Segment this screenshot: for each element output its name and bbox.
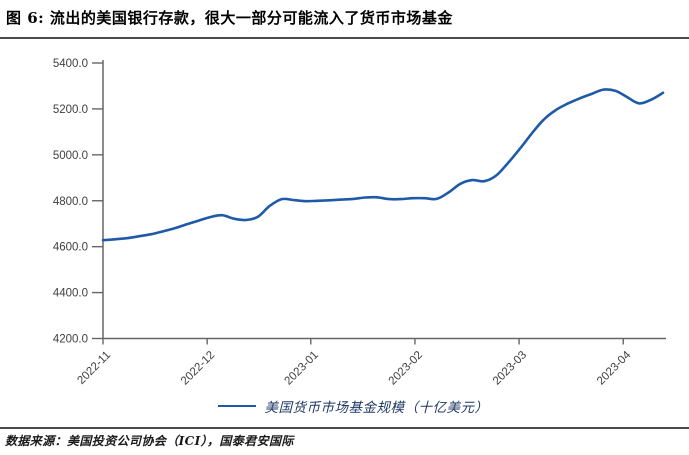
x-tick-label: 2022-11 <box>75 349 113 387</box>
x-tick-label: 2023-02 <box>387 349 425 387</box>
title-divider <box>0 37 689 39</box>
x-tick-label: 2023-01 <box>283 349 321 387</box>
y-tick-label: 5400.0 <box>53 58 88 70</box>
x-tick-label: 2023-03 <box>491 349 529 387</box>
chart-legend: 美国货币市场基金规模（十亿美元） <box>103 396 603 416</box>
figure-title: 图 6: 流出的美国银行存款，很大一部分可能流入了货币市场基金 <box>6 9 453 27</box>
y-tick-label: 4400.0 <box>53 288 88 300</box>
series-line <box>101 88 665 242</box>
x-tick-label: 2022-12 <box>179 349 217 387</box>
footer-divider <box>0 427 689 429</box>
y-tick-label: 4600.0 <box>53 242 88 254</box>
legend-series-label: 美国货币市场基金规模（十亿美元） <box>264 400 489 416</box>
data-source: 数据来源：美国投资公司协会（ICI），国泰君安国际 <box>5 434 294 448</box>
y-tick-label: 5200.0 <box>53 104 88 116</box>
y-tick-label: 4800.0 <box>53 196 88 208</box>
legend-line-swatch <box>217 405 256 407</box>
y-tick-label: 5000.0 <box>53 150 88 162</box>
y-tick-label: 4200.0 <box>53 334 88 346</box>
x-tick-label: 2023-04 <box>595 349 634 388</box>
